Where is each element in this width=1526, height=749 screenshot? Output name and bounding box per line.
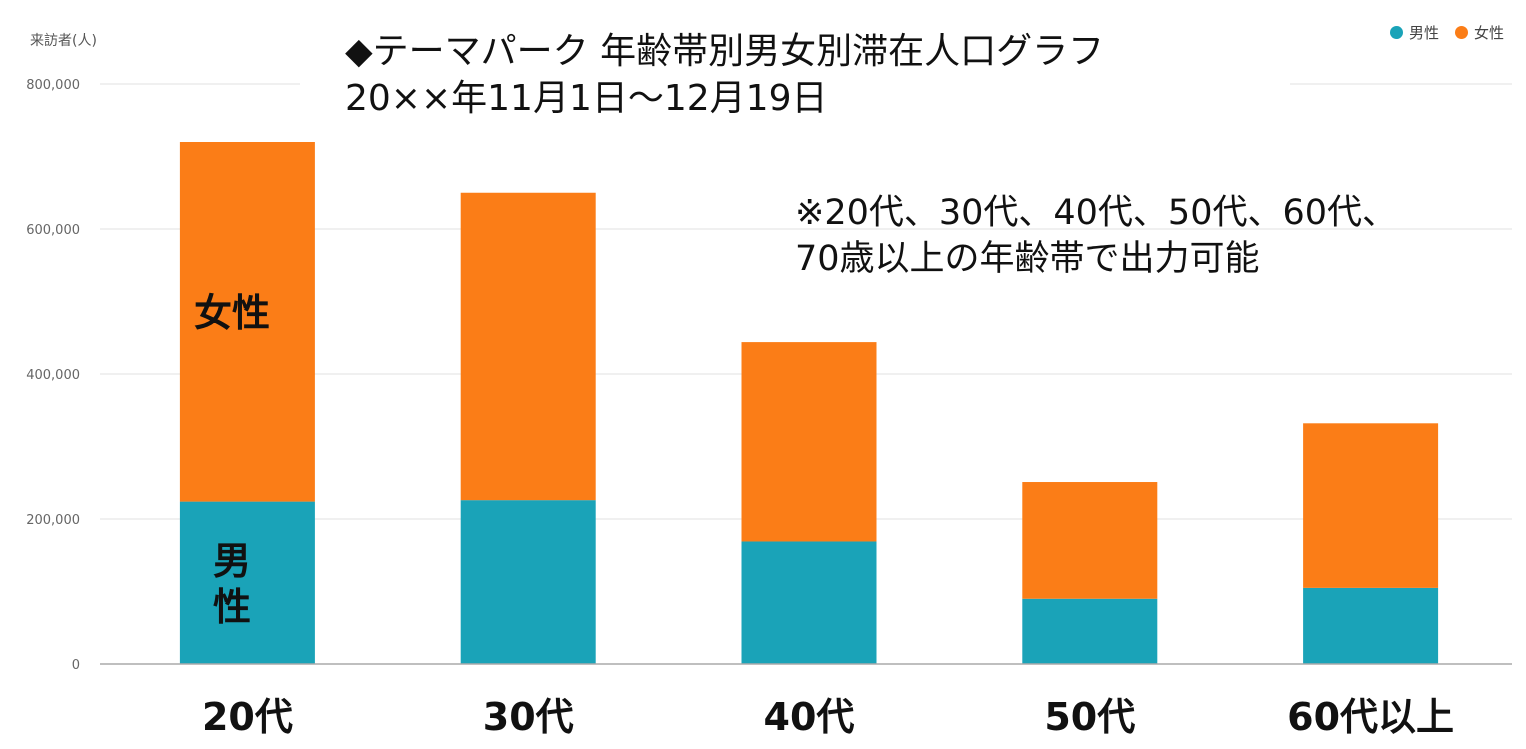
x-tick-label: 30代 bbox=[483, 695, 574, 739]
bar-segment-male bbox=[1022, 598, 1158, 664]
male-annotation-line-2: 性 bbox=[212, 585, 251, 629]
bar-segment-male bbox=[179, 501, 315, 664]
x-tick-label: 40代 bbox=[764, 695, 855, 739]
bar-segment-female bbox=[1022, 482, 1158, 599]
y-axis-ticks: 0 200,000 400,000 600,000 800,000 bbox=[26, 78, 80, 673]
legend-swatch-male bbox=[1389, 26, 1403, 39]
bars bbox=[179, 142, 1439, 664]
bar-segment-female bbox=[460, 192, 596, 501]
y-tick-label: 400,000 bbox=[26, 368, 80, 383]
bar-segment-male bbox=[460, 500, 596, 664]
bar-segment-female bbox=[1303, 423, 1439, 588]
male-segment-annotation: 男 性 bbox=[172, 538, 292, 630]
chart-title: ◆テーマパーク 年齢帯別男女別滞在人口グラフ 20××年11月1日～12月19日 bbox=[300, 22, 1290, 130]
bar-segment-female bbox=[179, 142, 315, 502]
y-tick-label: 800,000 bbox=[26, 78, 80, 93]
chart-note: ※20代、30代、40代、50代、60代、 70歳以上の年齢帯で出力可能 bbox=[795, 190, 1397, 282]
y-tick-label: 600,000 bbox=[26, 223, 80, 238]
chart-title-line-1: ◆テーマパーク 年齢帯別男女別滞在人口グラフ bbox=[345, 31, 1105, 72]
x-axis-ticks: 20代 30代 40代 50代 60代以上 bbox=[202, 695, 1454, 739]
legend: 男性 女性 bbox=[1389, 22, 1504, 43]
male-annotation-line-1: 男 bbox=[212, 539, 251, 583]
legend-item-male: 男性 bbox=[1389, 22, 1439, 43]
legend-label-female: 女性 bbox=[1473, 24, 1504, 42]
y-axis-label: 来訪者(人) bbox=[30, 33, 97, 49]
chart-note-line-2: 70歳以上の年齢帯で出力可能 bbox=[795, 239, 1260, 279]
x-tick-label: 50代 bbox=[1044, 695, 1135, 739]
x-tick-label: 60代以上 bbox=[1287, 695, 1454, 739]
y-tick-label: 0 bbox=[72, 658, 80, 673]
legend-swatch-female bbox=[1454, 26, 1468, 39]
bar-segment-male bbox=[1303, 587, 1439, 664]
bar-segment-female bbox=[741, 342, 877, 542]
y-tick-label: 200,000 bbox=[26, 513, 80, 528]
bar-segment-male bbox=[741, 541, 877, 664]
chart-title-line-2: 20××年11月1日～12月19日 bbox=[345, 78, 828, 119]
female-segment-annotation: 女性 bbox=[193, 291, 270, 335]
legend-label-male: 男性 bbox=[1408, 24, 1439, 42]
x-tick-label: 20代 bbox=[202, 695, 293, 739]
legend-item-female: 女性 bbox=[1454, 22, 1504, 43]
chart-note-line-1: ※20代、30代、40代、50代、60代、 bbox=[795, 193, 1398, 233]
